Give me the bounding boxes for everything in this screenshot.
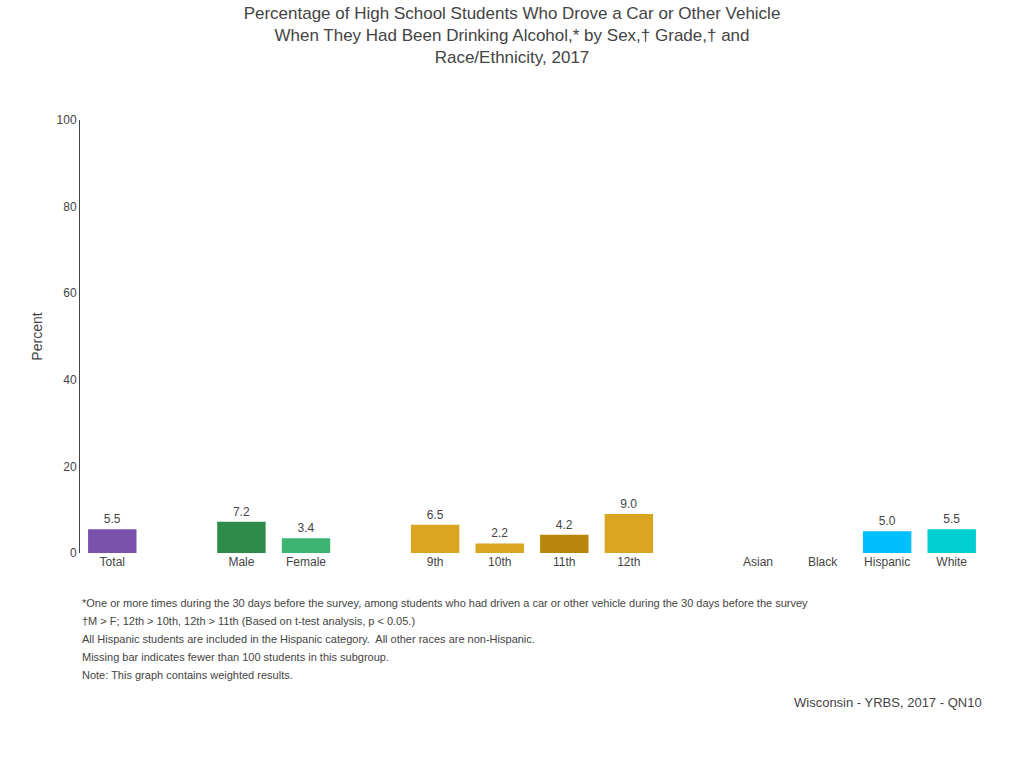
svg-text:11th: 11th <box>553 555 575 569</box>
svg-text:3.4: 3.4 <box>297 521 314 535</box>
svg-text:Percent: Percent <box>29 312 45 360</box>
svg-text:All Hispanic students are incl: All Hispanic students are included in th… <box>82 633 535 645</box>
svg-text:*One or more times during the: *One or more times during the 30 days be… <box>82 597 808 609</box>
svg-text:Male: Male <box>228 555 254 569</box>
svg-text:12th: 12th <box>617 555 640 569</box>
svg-text:Wisconsin - YRBS, 2017 - QN10: Wisconsin - YRBS, 2017 - QN10 <box>794 695 982 710</box>
svg-text:6.5: 6.5 <box>427 508 444 522</box>
svg-text:10th: 10th <box>488 555 511 569</box>
svg-text:Total: Total <box>100 555 125 569</box>
svg-text:60: 60 <box>63 286 77 300</box>
svg-text:100: 100 <box>57 113 77 127</box>
svg-text:2.2: 2.2 <box>491 526 508 540</box>
svg-text:Black: Black <box>808 555 838 569</box>
svg-text:Missing bar indicates fewer th: Missing bar indicates fewer than 100 stu… <box>82 651 389 663</box>
svg-text:White: White <box>936 555 967 569</box>
svg-text:20: 20 <box>63 460 77 474</box>
svg-text:0: 0 <box>70 546 77 560</box>
svg-text:5.0: 5.0 <box>879 514 896 528</box>
svg-text:Note: This graph contains weig: Note: This graph contains weighted resul… <box>82 669 293 681</box>
svg-text:5.5: 5.5 <box>943 512 960 526</box>
svg-text:Asian: Asian <box>743 555 773 569</box>
svg-text:4.2: 4.2 <box>556 518 573 532</box>
svg-text:9.0: 9.0 <box>620 497 637 511</box>
svg-text:Female: Female <box>286 555 326 569</box>
svg-text:80: 80 <box>63 200 77 214</box>
svg-text:40: 40 <box>63 373 77 387</box>
svg-text:Hispanic: Hispanic <box>864 555 910 569</box>
svg-text:†M > F; 12th > 10th, 12th > 11: †M > F; 12th > 10th, 12th > 11th (Based … <box>82 615 415 627</box>
svg-text:5.5: 5.5 <box>104 512 121 526</box>
svg-text:7.2: 7.2 <box>233 505 250 519</box>
svg-text:9th: 9th <box>427 555 444 569</box>
svg-text:Percentage of High School Stud: Percentage of High School Students Who D… <box>244 4 781 67</box>
